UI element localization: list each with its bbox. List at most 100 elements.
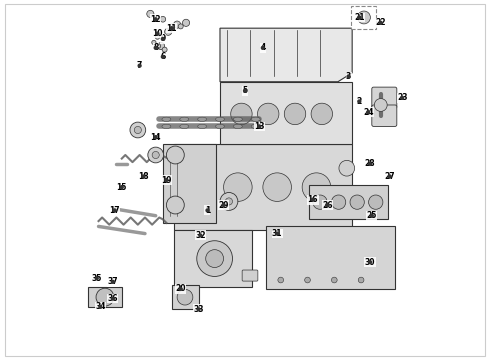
Circle shape	[388, 175, 391, 178]
Circle shape	[401, 96, 404, 99]
Text: 12: 12	[150, 15, 161, 24]
Text: 14: 14	[150, 132, 161, 141]
Circle shape	[161, 37, 164, 40]
Text: 20: 20	[175, 284, 186, 293]
Text: 1: 1	[205, 206, 210, 215]
Circle shape	[220, 193, 238, 210]
Circle shape	[111, 297, 114, 300]
Polygon shape	[173, 230, 252, 287]
Circle shape	[173, 21, 181, 28]
Circle shape	[350, 195, 364, 209]
Text: 16: 16	[308, 195, 318, 204]
Ellipse shape	[251, 117, 260, 121]
Circle shape	[167, 196, 184, 214]
Circle shape	[206, 209, 209, 212]
Text: 26: 26	[322, 201, 332, 210]
Circle shape	[162, 47, 167, 52]
Ellipse shape	[162, 124, 171, 129]
Circle shape	[113, 209, 116, 212]
Circle shape	[156, 32, 159, 35]
Circle shape	[368, 261, 371, 264]
Text: 13: 13	[254, 122, 265, 131]
Text: 37: 37	[107, 277, 118, 286]
Circle shape	[171, 27, 173, 30]
Circle shape	[155, 35, 160, 39]
Text: 24: 24	[363, 108, 373, 117]
Circle shape	[169, 24, 174, 29]
Text: 29: 29	[219, 201, 229, 210]
Circle shape	[326, 203, 329, 206]
Circle shape	[225, 198, 232, 205]
Text: 2: 2	[357, 97, 362, 106]
Text: 21: 21	[354, 13, 365, 22]
Circle shape	[379, 21, 382, 24]
Circle shape	[347, 75, 350, 78]
Ellipse shape	[180, 117, 189, 121]
Polygon shape	[220, 82, 352, 144]
Circle shape	[331, 195, 346, 209]
Ellipse shape	[216, 117, 224, 121]
Circle shape	[152, 40, 156, 45]
Circle shape	[358, 16, 361, 19]
Polygon shape	[309, 185, 388, 219]
Circle shape	[138, 64, 141, 67]
Circle shape	[231, 103, 252, 125]
Ellipse shape	[162, 117, 171, 121]
Text: 19: 19	[161, 176, 172, 185]
Ellipse shape	[233, 117, 243, 121]
Circle shape	[367, 111, 369, 113]
Polygon shape	[172, 285, 198, 309]
Circle shape	[96, 288, 114, 306]
Circle shape	[258, 125, 261, 128]
Circle shape	[197, 241, 232, 276]
Circle shape	[276, 232, 279, 235]
Circle shape	[313, 195, 327, 209]
Circle shape	[197, 308, 200, 311]
Circle shape	[358, 277, 364, 283]
Text: 34: 34	[95, 302, 105, 311]
Ellipse shape	[251, 124, 260, 129]
Circle shape	[222, 203, 225, 206]
Circle shape	[167, 146, 184, 164]
Polygon shape	[267, 226, 395, 289]
Text: 15: 15	[117, 183, 127, 192]
Circle shape	[358, 100, 361, 103]
Circle shape	[152, 152, 159, 158]
Circle shape	[339, 160, 355, 176]
Text: 23: 23	[397, 93, 407, 102]
Polygon shape	[220, 28, 352, 82]
Ellipse shape	[233, 124, 243, 129]
Circle shape	[368, 195, 383, 209]
Text: 35: 35	[92, 274, 102, 283]
Circle shape	[368, 162, 371, 165]
Circle shape	[157, 42, 165, 50]
Text: 5: 5	[243, 86, 247, 95]
Circle shape	[199, 234, 202, 237]
Circle shape	[156, 44, 161, 48]
Circle shape	[206, 249, 223, 267]
Circle shape	[331, 277, 337, 283]
Circle shape	[178, 24, 183, 29]
Circle shape	[258, 103, 279, 125]
Circle shape	[278, 277, 284, 283]
Circle shape	[96, 277, 98, 280]
Circle shape	[148, 147, 164, 163]
Circle shape	[154, 46, 157, 49]
Circle shape	[302, 173, 331, 202]
Circle shape	[370, 214, 373, 217]
Circle shape	[284, 103, 306, 125]
Circle shape	[130, 122, 146, 138]
Circle shape	[182, 19, 190, 26]
Ellipse shape	[180, 124, 189, 129]
Text: 4: 4	[260, 43, 266, 52]
FancyBboxPatch shape	[372, 105, 397, 126]
Text: 8: 8	[153, 43, 158, 52]
Polygon shape	[173, 144, 352, 230]
Text: 36: 36	[108, 294, 118, 303]
Text: 33: 33	[194, 305, 204, 314]
Circle shape	[358, 11, 370, 24]
Circle shape	[311, 103, 333, 125]
Circle shape	[160, 17, 166, 22]
Ellipse shape	[197, 117, 207, 121]
Circle shape	[161, 55, 164, 58]
